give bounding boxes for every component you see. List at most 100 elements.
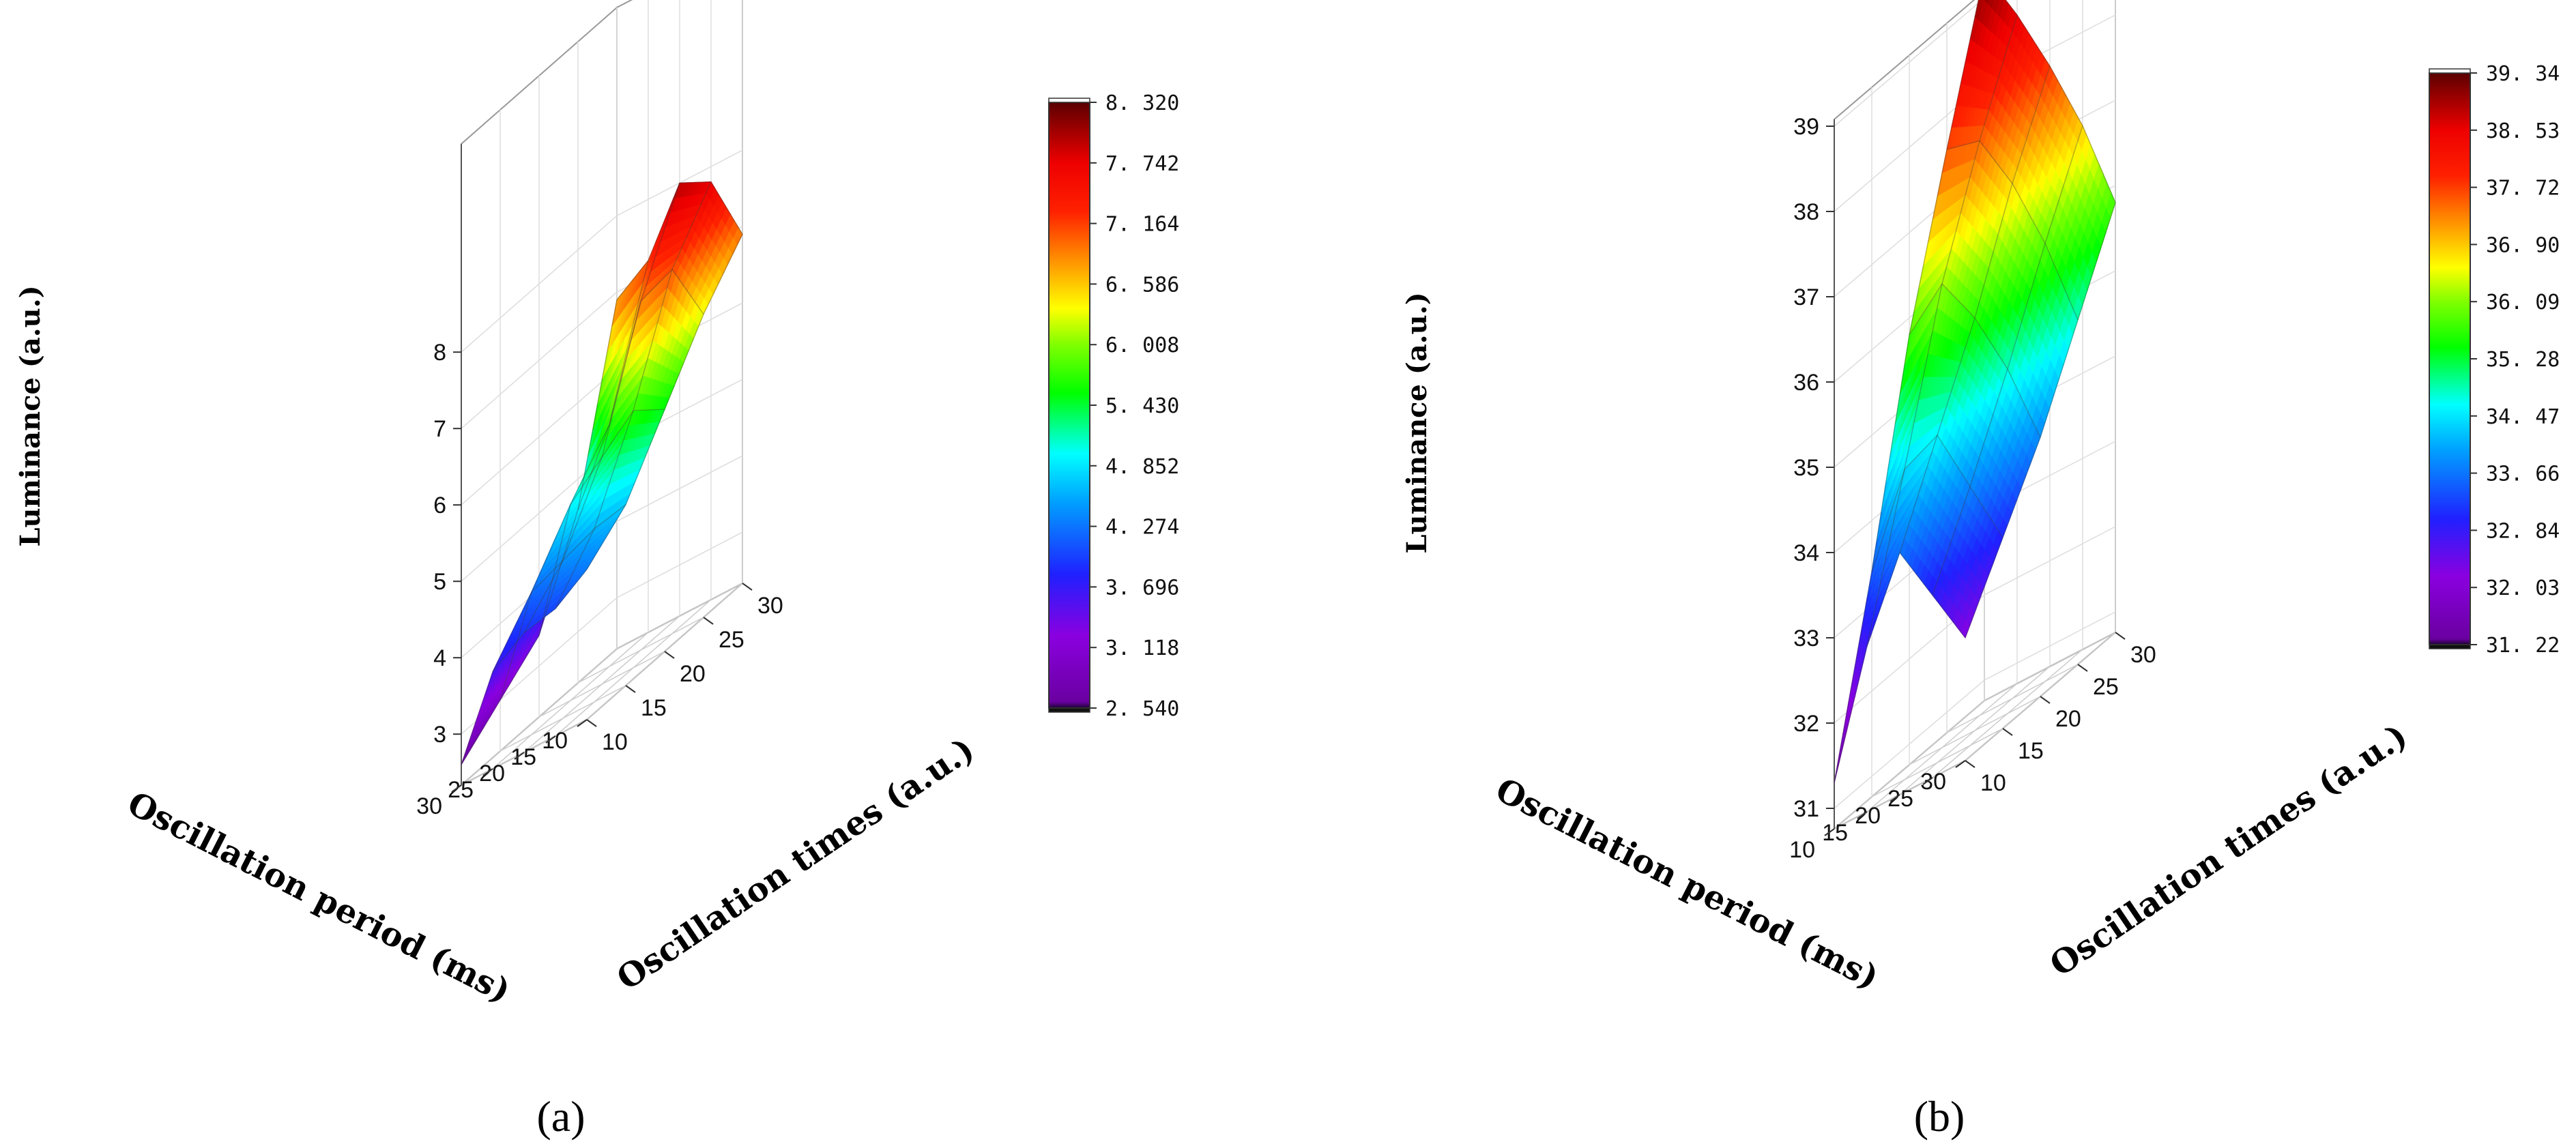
- surface-mesh-line: [1932, 126, 2083, 596]
- y-tick-label: 15: [641, 695, 667, 721]
- colorbar-label: 33. 66: [2486, 462, 2560, 486]
- colorbar-label: 2. 540: [1105, 697, 1179, 721]
- z-tick-label: 7: [433, 416, 446, 442]
- x-tick-mark: [1955, 760, 1966, 768]
- x-tick-label: 20: [1855, 803, 1881, 829]
- surface-mesh-line: [538, 409, 665, 636]
- colorbar-label: 34. 47: [2486, 405, 2560, 429]
- surface-mesh-line: [1834, 551, 1966, 783]
- surface-patch: [1984, 0, 1989, 5]
- surface-mesh-line: [1866, 14, 2018, 647]
- surface-mesh-line: [500, 504, 626, 701]
- surface-mesh-line: [577, 268, 704, 510]
- wall-z-grid-line: [1834, 526, 2116, 724]
- panel-a-surface: [461, 181, 743, 765]
- z-tick-label: 38: [1793, 199, 1819, 225]
- x-tick-mark: [482, 768, 493, 776]
- panel-b-x-axis-label: Oscillation period (ms): [1490, 771, 1885, 997]
- colorbar-label: 37. 72: [2486, 177, 2560, 201]
- y-tick-mark: [2040, 696, 2051, 704]
- y-tick-label: 10: [602, 729, 628, 755]
- panel-a-z-axis-label: Luminance (a.u.): [14, 285, 46, 546]
- surface-mesh-line: [1946, 140, 2079, 321]
- colorbar-label: 6. 586: [1105, 273, 1179, 297]
- panel-a-x-axis-label: Oscillation period (ms): [121, 784, 517, 1011]
- colorbar-label: 6. 008: [1105, 334, 1179, 357]
- x-tick-mark: [1857, 811, 1868, 819]
- colorbar-label: 3. 696: [1105, 576, 1179, 600]
- z-tick-label: 8: [433, 340, 446, 366]
- z-tick-label: 37: [1793, 284, 1819, 310]
- surface-patch: [733, 226, 743, 246]
- colorbar-label: 7. 742: [1105, 152, 1179, 176]
- panel-a-colorbar: 8. 320 7. 742 7. 164 6. 586 6. 008 5. 430 4. 8…: [1048, 91, 1179, 721]
- x-tick-label: 10: [1789, 837, 1815, 863]
- x-tick-label: 10: [542, 728, 568, 754]
- surface-mesh-line: [1909, 282, 2041, 438]
- y-tick-label: 25: [719, 627, 744, 653]
- x-tick-mark: [451, 784, 462, 793]
- surface-mesh-line: [492, 260, 649, 673]
- panel-b-surface: [1834, 0, 2116, 783]
- colorbar-cap-bottom: [2429, 644, 2471, 649]
- floor-grid-line: [1984, 632, 2116, 701]
- floor-grid-line: [577, 617, 704, 684]
- x-tick-mark: [577, 719, 588, 727]
- wall-z-grid-line: [1834, 611, 2116, 809]
- x-tick-mark: [1824, 828, 1835, 836]
- colorbar-label: 32. 03: [2486, 576, 2560, 600]
- panel-b-y-axis-label: Oscillation times (a.u.): [2043, 717, 2414, 984]
- colorbar-label: 38. 53: [2486, 119, 2560, 143]
- x-tick-mark: [514, 752, 525, 760]
- floor-grid-line: [1946, 664, 2079, 733]
- x-tick-mark: [545, 735, 556, 744]
- z-tick-label: 31: [1793, 796, 1819, 822]
- floor-grid-line: [616, 583, 743, 649]
- colorbar-cap-top: [2429, 68, 2471, 74]
- z-tick-label: 5: [433, 569, 446, 595]
- colorbar-label: 35. 28: [2486, 348, 2560, 372]
- surface-mesh-line: [2005, 0, 2116, 203]
- colorbar-label: 4. 852: [1105, 455, 1179, 479]
- colorbar-label: 36. 09: [2486, 291, 2560, 314]
- y-tick-mark: [2002, 728, 2013, 736]
- surface-mesh-line: [555, 181, 712, 609]
- y-tick-mark: [586, 719, 597, 727]
- y-tick-label: 20: [680, 661, 706, 687]
- colorbar-label: 5. 430: [1105, 394, 1179, 418]
- colorbar-label: 7. 164: [1105, 213, 1179, 237]
- panel-b-colorbar: 39. 34 38. 53 37. 72 36. 90 36. 09 35. 28 34. …: [2429, 62, 2560, 658]
- colorbar-cap-top: [1048, 98, 1090, 103]
- colorbar-label: 8. 320: [1105, 91, 1179, 115]
- surface-mesh-line: [461, 569, 588, 765]
- y-tick-mark: [664, 651, 675, 659]
- y-tick-label: 30: [2130, 642, 2156, 668]
- panel-a-grid: [461, 0, 743, 787]
- y-tick-label: 20: [2055, 706, 2081, 732]
- z-tick-label: 35: [1793, 455, 1819, 481]
- colorbar-gradient: [2429, 72, 2471, 645]
- z-tick-label: 4: [433, 645, 446, 671]
- panel-a-label: (a): [536, 1092, 585, 1141]
- y-tick-mark: [742, 583, 753, 591]
- surface-patch: [1991, 0, 2000, 14]
- z-tick-label: 6: [433, 493, 446, 518]
- z-tick-label: 33: [1793, 626, 1819, 651]
- z-tick-label: 32: [1793, 711, 1819, 737]
- y-tick-label: 15: [2018, 738, 2044, 764]
- colorbar-label: 39. 34: [2486, 62, 2560, 86]
- x-tick-label: 25: [1887, 786, 1913, 812]
- colorbar-label: 36. 90: [2486, 233, 2560, 257]
- y-tick-mark: [625, 685, 636, 693]
- y-tick-mark: [2077, 664, 2088, 672]
- surface-mesh-line: [1899, 65, 2051, 553]
- x-tick-label: 15: [510, 744, 536, 770]
- wall-z-grid-line: [1834, 0, 1983, 127]
- y-tick-mark: [2115, 632, 2126, 640]
- panel-a-y-axis-label: Oscillation times (a.u.): [610, 731, 981, 998]
